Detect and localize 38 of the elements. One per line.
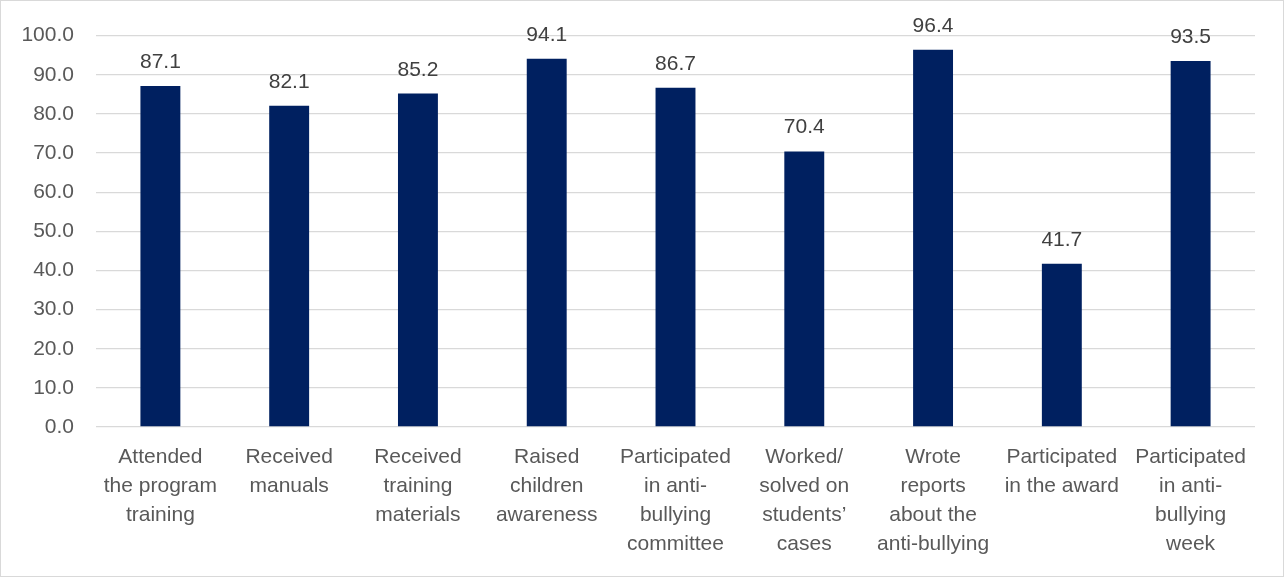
x-tick-label: Wrote reports about the anti-bullying [877, 444, 990, 555]
bar [269, 105, 310, 427]
x-tick-label: Participated in anti-bullying week [1135, 444, 1247, 555]
y-tick-label: 60.0 [33, 178, 74, 202]
x-tick-label: Received manuals [245, 444, 333, 497]
x-tick-label: Received training materials [374, 444, 462, 526]
data-label: 85.2 [397, 56, 439, 80]
bar [784, 151, 825, 427]
bar [913, 49, 954, 427]
data-label: 94.1 [526, 21, 568, 45]
y-tick-label: 70.0 [33, 139, 74, 163]
data-label: 70.4 [783, 114, 826, 138]
bar [140, 86, 181, 427]
y-tick-label: 30.0 [33, 296, 74, 320]
bar [655, 87, 696, 427]
bar [397, 93, 438, 427]
y-tick-label: 80.0 [33, 100, 74, 124]
y-tick-label: 0.0 [44, 413, 74, 437]
x-tick-label: Participated in the award [1004, 444, 1120, 497]
data-label: 96.4 [912, 12, 954, 36]
data-label: 86.7 [655, 50, 696, 74]
data-label: 41.7 [1041, 226, 1083, 250]
y-tick-label: 50.0 [33, 218, 74, 242]
bar [526, 58, 567, 427]
data-label: 82.1 [268, 68, 310, 92]
x-tick-label: Attended the program training [103, 444, 218, 526]
x-tick-label: Participated in anti-bullying committee [620, 444, 731, 555]
data-label: 93.5 [1170, 24, 1212, 48]
y-tick-label: 10.0 [33, 374, 74, 398]
x-tick-label: Raised children awareness [495, 444, 598, 526]
bar [1170, 61, 1211, 427]
x-tick-label: Worked/solved on students’ cases [759, 444, 850, 555]
data-label: 87.1 [139, 49, 181, 73]
bar [1041, 263, 1082, 427]
y-tick-label: 20.0 [33, 335, 74, 359]
y-tick-label: 100.0 [21, 22, 74, 46]
y-tick-label: 90.0 [33, 61, 74, 85]
y-tick-label: 40.0 [33, 257, 74, 281]
